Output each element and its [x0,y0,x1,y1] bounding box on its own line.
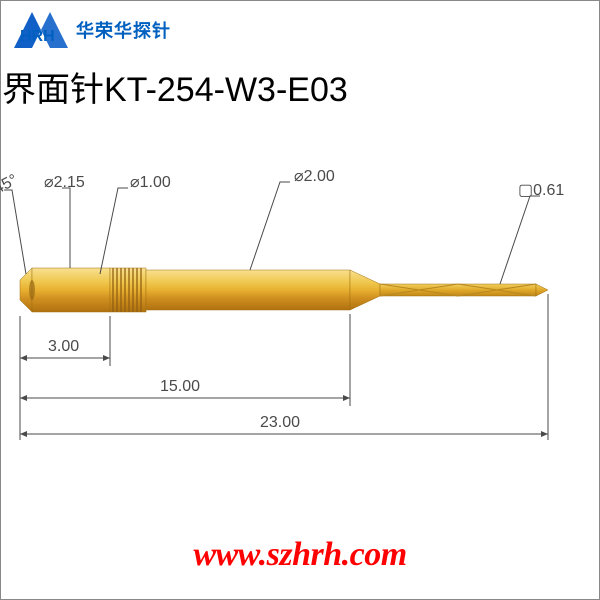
logo-abbr: HRH [20,28,55,46]
dim-len3: 23.00 [260,414,300,432]
dim-thickness: ▢0.61 [518,180,564,200]
dim-len2: 15.00 [160,378,200,396]
logo-chinese: 华荣华探针 [76,17,171,43]
dim-dia2: ⌀1.00 [130,172,171,192]
product-title: 界面针KT-254-W3-E03 [2,62,348,111]
technical-diagram: 45° ⌀2.15 ⌀1.00 ⌀2.00 ▢0.61 3.00 15.00 2… [0,130,600,490]
dim-dia1: ⌀2.15 [44,172,85,192]
brand-logo: HRH 华荣华探针 [10,8,171,52]
logo-mark: HRH [10,8,70,52]
website-url: www.szhrh.com [0,536,600,574]
dim-len1: 3.00 [48,338,79,356]
dim-dia3: ⌀2.00 [294,166,335,186]
